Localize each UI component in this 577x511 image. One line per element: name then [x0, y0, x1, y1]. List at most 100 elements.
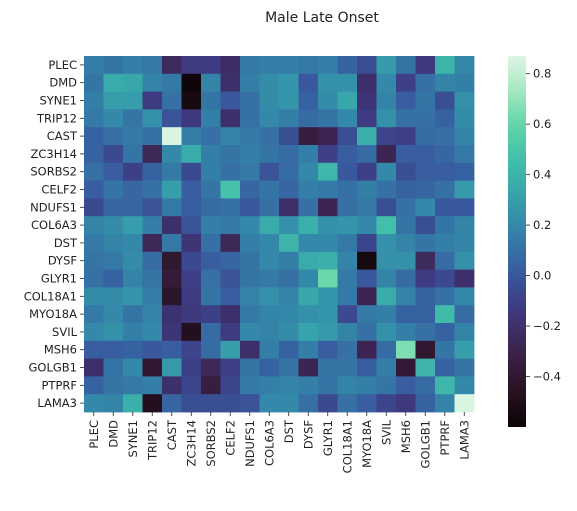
heatmap-cell [142, 109, 163, 128]
heatmap-cell [201, 305, 221, 324]
x-axis-labels: PLEC DMD SYNE1 TRIP12 CAST ZC3H14 SORBS2 CELF2 N… [87, 412, 471, 473]
heatmap-cell [181, 394, 202, 413]
heatmap-cell [454, 234, 475, 253]
heatmap-cell [279, 73, 299, 92]
heatmap-cell [162, 127, 182, 146]
heatmap-cell [123, 358, 143, 377]
heatmap-cell [435, 234, 455, 253]
heatmap-cell [162, 91, 182, 110]
heatmap-cell [454, 162, 475, 181]
heatmap-cell [220, 287, 241, 306]
heatmap-cell [318, 323, 338, 342]
heatmap-cell [376, 73, 397, 92]
heatmap-cell [181, 91, 202, 110]
heatmap-cell [220, 216, 241, 235]
heatmap-cell [84, 269, 104, 288]
heatmap-cell [181, 216, 202, 235]
heatmap-cell [123, 394, 143, 413]
heatmap-cell [201, 198, 221, 217]
heatmap-cell [240, 109, 260, 128]
heatmap-cell [240, 323, 260, 342]
heatmap-cell [318, 56, 338, 75]
heatmap-cell [415, 91, 436, 110]
heatmap-cell [220, 323, 241, 342]
heatmap-cell [162, 145, 182, 164]
heatmap-cell [415, 216, 436, 235]
heatmap-cell [142, 234, 163, 253]
colorbar-ticks: −0.4 −0.2 0.0 0.2 0.4 0.6 0.8 [526, 67, 561, 384]
heatmap-cell [435, 216, 455, 235]
heatmap-cell [435, 323, 455, 342]
heatmap-cell [318, 287, 338, 306]
y-tick-label: MSH6 [44, 343, 77, 357]
heatmap-cell [123, 251, 143, 270]
heatmap-cell [396, 91, 416, 110]
heatmap-cell [376, 323, 397, 342]
y-tick-label: LAMA3 [37, 396, 77, 410]
heatmap-cell [318, 145, 338, 164]
y-tick-label: ZC3H14 [30, 147, 77, 161]
heatmap-cell [181, 198, 202, 217]
heatmap-cell [357, 323, 377, 342]
heatmap-cell [162, 73, 182, 92]
y-tick-label: GOLGB1 [29, 361, 78, 375]
heatmap-cell [337, 73, 358, 92]
heatmap-cell [337, 394, 358, 413]
heatmap-cell [318, 127, 338, 146]
heatmap-cell [298, 216, 319, 235]
heatmap-cell [396, 180, 416, 199]
y-tick-label: CAST [47, 129, 78, 143]
heatmap-cell [142, 56, 163, 75]
heatmap-cell [376, 127, 397, 146]
heatmap-cell [181, 305, 202, 324]
heatmap-cell [259, 394, 280, 413]
heatmap-cell [220, 269, 241, 288]
heatmap-cell [181, 287, 202, 306]
heatmap-cell [123, 162, 143, 181]
heatmap-cell [337, 198, 358, 217]
heatmap-cell [240, 180, 260, 199]
heatmap-cell [103, 251, 124, 270]
heatmap-cell [318, 234, 338, 253]
heatmap-cell [415, 145, 436, 164]
x-tick-label: COL6A3 [262, 420, 276, 466]
heatmap-cell [279, 251, 299, 270]
heatmap-cell [142, 287, 163, 306]
heatmap-cell [376, 287, 397, 306]
heatmap-cell [357, 180, 377, 199]
heatmap-cell [298, 145, 319, 164]
colorbar-tick-label: 0.6 [533, 117, 551, 131]
heatmap-cell [415, 305, 436, 324]
x-tick-label: TRIP12 [145, 420, 159, 461]
heatmap-cell [103, 91, 124, 110]
heatmap-cell [357, 394, 377, 413]
heatmap-cell [201, 251, 221, 270]
heatmap-cell [201, 323, 221, 342]
heatmap-cell [279, 287, 299, 306]
heatmap-cell [240, 269, 260, 288]
heatmap-cell [259, 251, 280, 270]
heatmap-cell [259, 305, 280, 324]
heatmap-cell [123, 323, 143, 342]
x-tick-label: LAMA3 [457, 420, 471, 460]
heatmap-cell [318, 376, 338, 395]
heatmap-cell [123, 234, 143, 253]
heatmap-cell [298, 305, 319, 324]
heatmap-cell [259, 180, 280, 199]
heatmap-cell [240, 305, 260, 324]
heatmap-cell [123, 73, 143, 92]
heatmap-cell [337, 376, 358, 395]
heatmap-cell [396, 234, 416, 253]
heatmap-cell [240, 162, 260, 181]
heatmap-cell [142, 269, 163, 288]
heatmap-cell [259, 127, 280, 146]
heatmap-cell [298, 287, 319, 306]
heatmap-cell [84, 180, 104, 199]
heatmap-cell [162, 340, 182, 359]
x-tick-label: PTPRF [438, 420, 452, 456]
heatmap-cell [435, 340, 455, 359]
heatmap-cell [201, 56, 221, 75]
heatmap-cell [142, 394, 163, 413]
x-tick-label: DYSF [301, 420, 315, 449]
